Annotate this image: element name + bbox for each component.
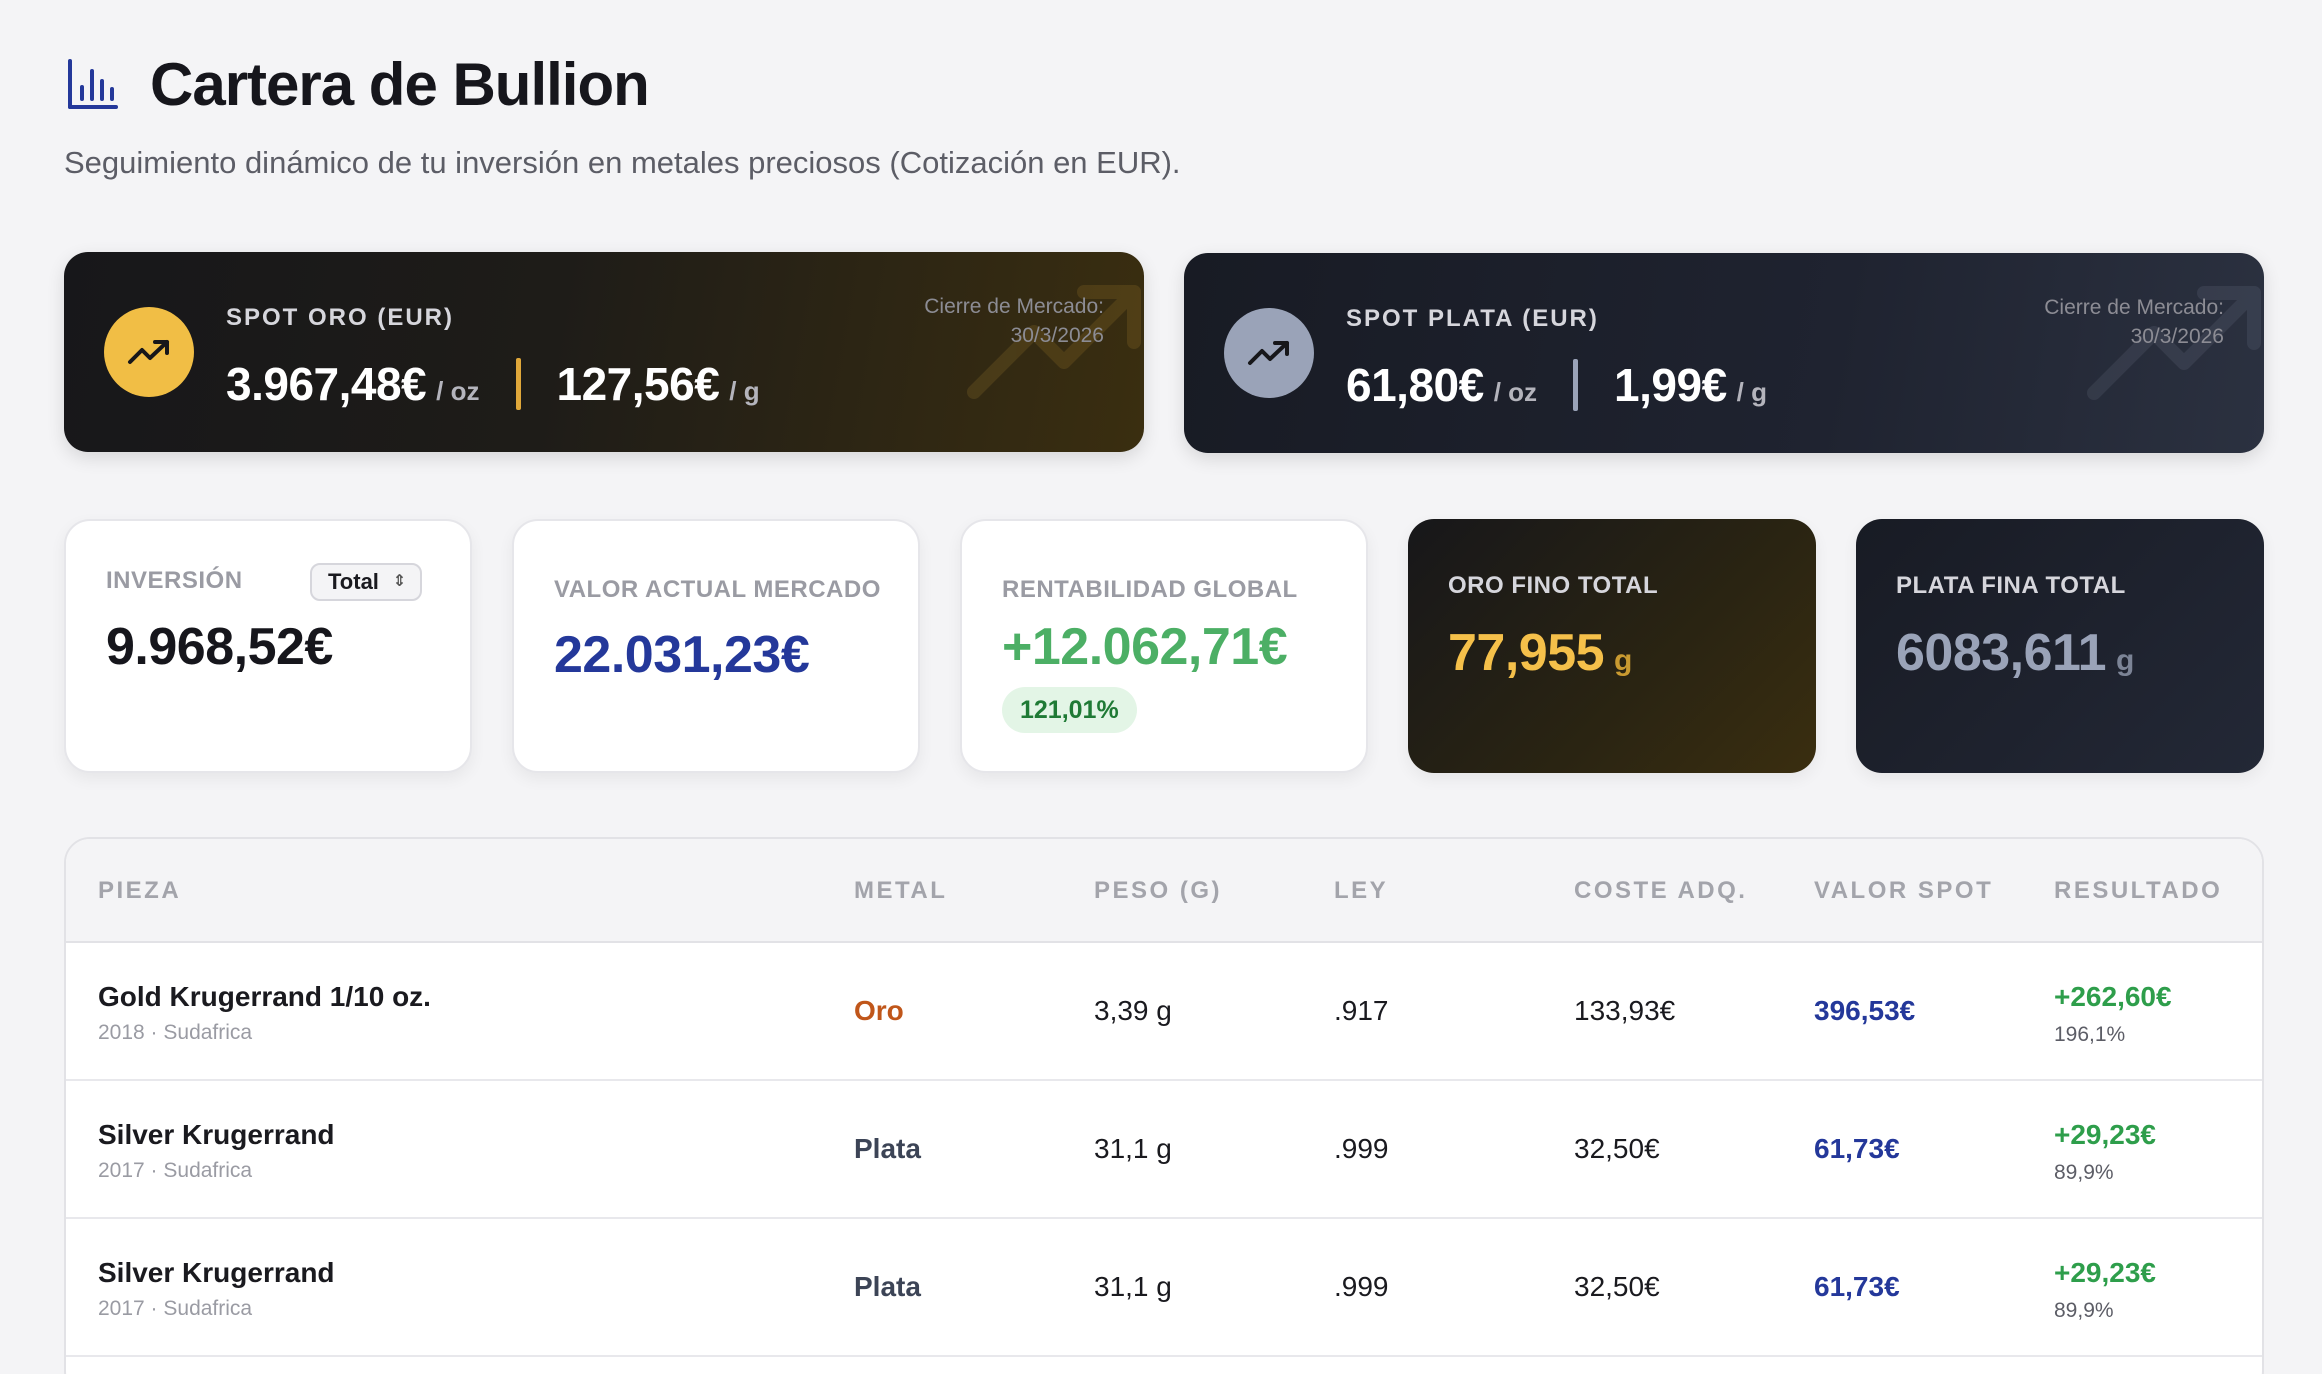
- piece-result: +29,23€: [2054, 1257, 2156, 1288]
- piece-cost: 133,93€: [1574, 995, 1676, 1026]
- piece-result-percent: 196,1%: [2054, 1023, 2126, 1046]
- chevron-up-down-icon: ⇕: [392, 573, 407, 590]
- investment-card: INVERSIÓN Total ⇕ 9.968,52€: [64, 519, 472, 773]
- spot-gold-badge: [104, 307, 194, 397]
- spot-silver-close-label: Cierre de Mercado:: [2044, 296, 2224, 319]
- silver-total-unit: g: [2116, 644, 2134, 677]
- gold-total-value-wrap: 77,955 g: [1448, 623, 1632, 683]
- trending-up-icon: [128, 340, 169, 364]
- spot-gold-close-label: Cierre de Mercado:: [924, 295, 1104, 318]
- piece-meta: 2017 · Sudafrica: [98, 1159, 253, 1182]
- piece-spot-value: 61,73€: [1814, 1133, 1900, 1164]
- table-row[interactable]: Silver Krugerrand 2017 · Sudafrica Plata…: [66, 1081, 2262, 1219]
- piece-metal: Oro: [854, 995, 904, 1026]
- spot-silver-badge: [1224, 308, 1314, 398]
- spot-gold-values: 3.967,48€ / oz 127,56€ / g: [226, 348, 760, 411]
- column-header-piece[interactable]: PIEZA: [98, 877, 182, 904]
- piece-name: Silver Krugerrand: [98, 1257, 335, 1288]
- spot-silver-price-g: 1,99€: [1614, 359, 1727, 411]
- investment-value: 9.968,52€: [106, 618, 333, 676]
- spot-gold-unit-oz: / oz: [436, 376, 480, 406]
- column-header-cost[interactable]: COSTE ADQ.: [1574, 877, 1748, 904]
- piece-metal: Plata: [854, 1133, 921, 1164]
- piece-weight: 31,1 g: [1094, 1271, 1172, 1302]
- global-return-card: RENTABILIDAD GLOBAL +12.062,71€ 121,01%: [960, 519, 1368, 773]
- piece-meta: 2018 · Sudafrica: [98, 1021, 253, 1044]
- spot-gold-close-date: 30/3/2026: [1010, 324, 1104, 347]
- piece-result: +29,23€: [2054, 1119, 2156, 1150]
- silver-total-label: PLATA FINA TOTAL: [1896, 572, 2126, 599]
- spot-silver-price-oz: 61,80€: [1346, 359, 1484, 411]
- page-title: Cartera de Bullion: [150, 51, 650, 118]
- table-header: PIEZA METAL PESO (G) LEY COSTE ADQ. VALO…: [66, 839, 2262, 943]
- page-subtitle: Seguimiento dinámico de tu inversión en …: [64, 145, 1181, 180]
- table-row[interactable]: Silver Krugerrand 2017 · Sudafrica Plata…: [66, 1219, 2262, 1357]
- piece-spot-value: 396,53€: [1814, 995, 1916, 1026]
- holdings-table: PIEZA METAL PESO (G) LEY COSTE ADQ. VALO…: [64, 837, 2264, 1374]
- piece-spot-value: 61,73€: [1814, 1271, 1900, 1302]
- piece-result-percent: 89,9%: [2054, 1161, 2114, 1184]
- market-value-amount: 22.031,23€: [554, 626, 810, 684]
- spot-silver-label: SPOT PLATA (EUR): [1346, 305, 1599, 332]
- gold-total-card: ORO FINO TOTAL 77,955 g: [1408, 519, 1816, 773]
- column-header-result[interactable]: RESULTADO: [2054, 877, 2223, 904]
- column-header-metal[interactable]: METAL: [854, 877, 948, 904]
- spot-gold-price-g: 127,56€: [556, 358, 720, 410]
- piece-meta: 2017 · Sudafrica: [98, 1297, 253, 1320]
- piece-metal: Plata: [854, 1271, 921, 1302]
- spot-silver-divider: [1573, 359, 1579, 411]
- silver-total-card: PLATA FINA TOTAL 6083,611 g: [1856, 519, 2264, 773]
- spot-gold-card: SPOT ORO (EUR) 3.967,48€ / oz 127,56€ / …: [64, 252, 1144, 452]
- silver-total-value: 6083,611: [1896, 624, 2107, 682]
- bar-chart-icon: [68, 58, 118, 109]
- spot-silver-values: 61,80€ / oz 1,99€ / g: [1346, 349, 1767, 412]
- piece-cost: 32,50€: [1574, 1133, 1660, 1164]
- spot-silver-close-date: 30/3/2026: [2130, 325, 2224, 348]
- piece-name: Gold Krugerrand 1/10 oz.: [98, 981, 431, 1012]
- global-return-percent-badge: 121,01%: [1002, 687, 1137, 733]
- market-value-card: VALOR ACTUAL MERCADO 22.031,23€: [512, 519, 920, 773]
- investment-period-select[interactable]: Total ⇕: [310, 563, 423, 601]
- trending-up-watermark-icon: [2087, 286, 2261, 400]
- piece-weight: 31,1 g: [1094, 1133, 1172, 1164]
- spot-gold-price-oz: 3.967,48€: [226, 358, 427, 410]
- investment-label: INVERSIÓN: [106, 567, 243, 594]
- piece-name: Silver Krugerrand: [98, 1119, 335, 1150]
- global-return-value: +12.062,71€: [1002, 618, 1288, 676]
- piece-result: +262,60€: [2054, 981, 2172, 1012]
- column-header-spot-value[interactable]: VALOR SPOT: [1814, 877, 1994, 904]
- piece-fineness: .917: [1334, 995, 1389, 1026]
- piece-weight: 3,39 g: [1094, 995, 1172, 1026]
- table-row[interactable]: Gold Krugerrand 1/10 oz. 2018 · Sudafric…: [66, 943, 2262, 1081]
- global-return-label: RENTABILIDAD GLOBAL: [1002, 576, 1298, 603]
- spot-silver-close: Cierre de Mercado: 30/3/2026: [2044, 293, 2224, 351]
- spot-silver-unit-oz: / oz: [1493, 377, 1538, 407]
- piece-cost: 32,50€: [1574, 1271, 1660, 1302]
- spot-silver-unit-g: / g: [1736, 377, 1768, 407]
- column-header-fineness[interactable]: LEY: [1334, 877, 1389, 904]
- column-header-weight[interactable]: PESO (G): [1094, 877, 1223, 904]
- piece-result-percent: 89,9%: [2054, 1299, 2114, 1322]
- gold-total-label: ORO FINO TOTAL: [1448, 572, 1659, 599]
- spot-gold-label: SPOT ORO (EUR): [226, 304, 455, 331]
- piece-fineness: .999: [1334, 1271, 1389, 1302]
- spot-gold-divider: [515, 358, 521, 410]
- market-value-label: VALOR ACTUAL MERCADO: [554, 576, 881, 603]
- investment-period-value: Total: [328, 569, 379, 594]
- silver-total-value-wrap: 6083,611 g: [1896, 623, 2134, 683]
- gold-total-unit: g: [1614, 644, 1632, 677]
- trending-up-icon: [1248, 341, 1289, 365]
- gold-total-value: 77,955: [1448, 624, 1605, 682]
- page-header: Cartera de Bullion: [64, 50, 650, 119]
- spot-gold-close: Cierre de Mercado: 30/3/2026: [924, 292, 1104, 350]
- spot-gold-unit-g: / g: [729, 376, 760, 406]
- piece-fineness: .999: [1334, 1133, 1389, 1164]
- trending-up-watermark-icon: [967, 285, 1141, 399]
- spot-silver-card: SPOT PLATA (EUR) 61,80€ / oz 1,99€ / g C…: [1184, 253, 2264, 453]
